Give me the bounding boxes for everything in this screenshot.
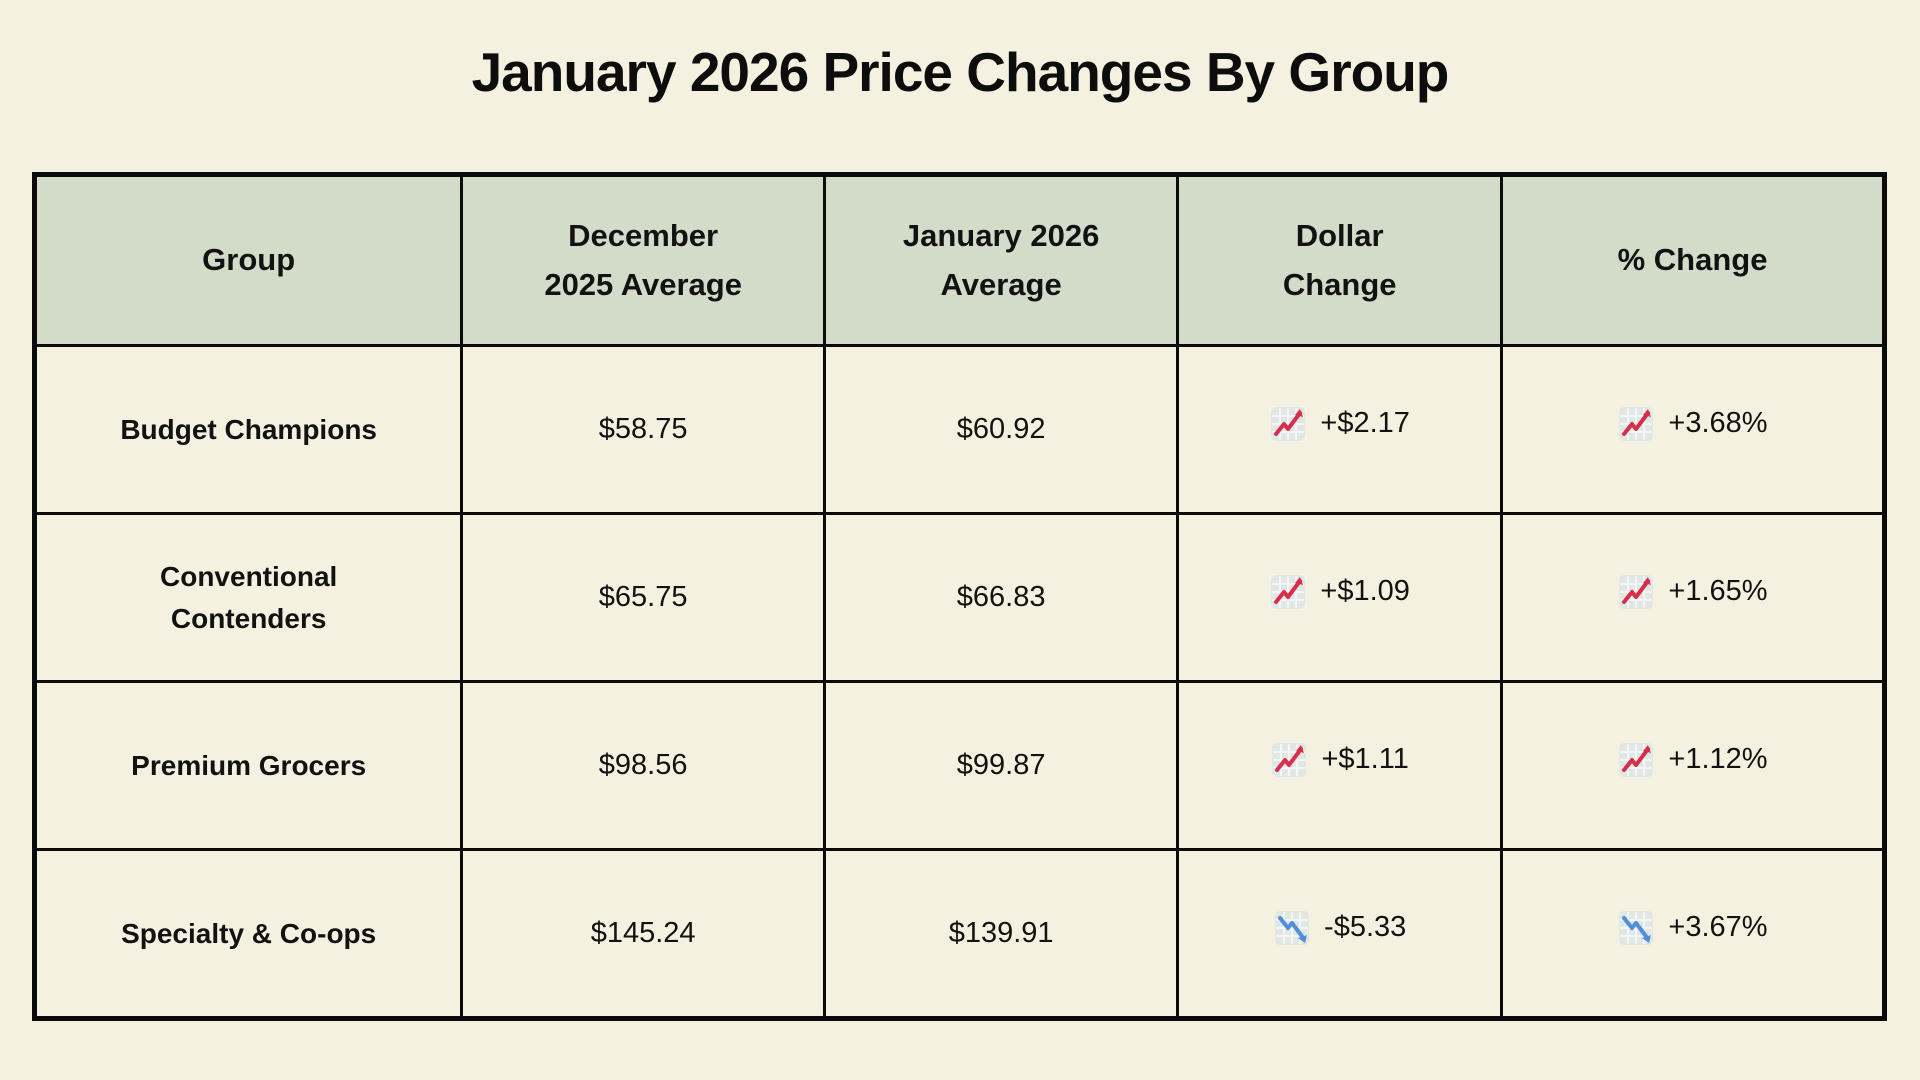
january-average-value: $99.87 xyxy=(956,748,1046,781)
header-group-label: Group xyxy=(202,242,296,278)
header-pct-change-label: % Change xyxy=(1617,242,1768,278)
header-december-average-label: December 2025 Average xyxy=(544,218,742,302)
pct-change-cell: +1.65% xyxy=(1500,512,1886,683)
header-group: Group xyxy=(32,173,464,347)
december-average-cell: $65.75 xyxy=(460,512,826,683)
group-label: Premium Grocers xyxy=(131,749,367,781)
january-average-cell: $99.87 xyxy=(822,680,1180,851)
pct-change-value: +1.12% xyxy=(1668,743,1768,776)
header-dollar-change: Dollar Change xyxy=(1176,173,1504,347)
table-row: Specialty & Co-ops $145.24 $139.91 -$5.3… xyxy=(32,848,1886,1020)
chart-increasing-icon xyxy=(1617,405,1655,443)
december-average-value: $58.75 xyxy=(598,412,688,445)
group-cell: Conventional Contenders xyxy=(32,512,464,683)
table-row: Premium Grocers $98.56 $99.87 +$1.11 +1.… xyxy=(32,680,1886,851)
dollar-change-cell: +$1.11 xyxy=(1176,680,1504,851)
dollar-change-cell: +$2.17 xyxy=(1176,344,1504,515)
december-average-cell: $145.24 xyxy=(460,848,826,1020)
header-january-average-label: January 2026 Average xyxy=(902,218,1100,302)
january-average-cell: $60.92 xyxy=(822,344,1180,515)
dollar-change-value: -$5.33 xyxy=(1324,911,1407,944)
pct-change-value: +3.67% xyxy=(1668,911,1768,944)
group-label: Conventional Contenders xyxy=(160,560,338,634)
december-average-value: $65.75 xyxy=(598,580,688,613)
chart-decreasing-icon xyxy=(1617,909,1655,947)
header-pct-change: % Change xyxy=(1500,173,1886,347)
january-average-value: $139.91 xyxy=(948,916,1054,949)
pct-change-cell: +3.67% xyxy=(1500,848,1886,1020)
dollar-change-cell: +$1.09 xyxy=(1176,512,1504,683)
dollar-change-value: +$2.17 xyxy=(1320,407,1410,440)
january-average-value: $66.83 xyxy=(956,580,1046,613)
dollar-change-cell: -$5.33 xyxy=(1176,848,1504,1020)
chart-increasing-icon xyxy=(1269,573,1307,611)
chart-decreasing-icon xyxy=(1273,909,1311,947)
dollar-change-value: +$1.11 xyxy=(1321,743,1409,776)
january-average-cell: $139.91 xyxy=(822,848,1180,1020)
page-title: January 2026 Price Changes By Group xyxy=(471,41,1450,103)
december-average-cell: $58.75 xyxy=(460,344,826,515)
chart-increasing-icon xyxy=(1270,741,1308,779)
group-label: Budget Champions xyxy=(120,413,377,445)
table-row: Budget Champions $58.75 $60.92 +$2.17 +3… xyxy=(32,344,1886,515)
pct-change-value: +1.65% xyxy=(1668,575,1768,608)
pct-change-value: +3.68% xyxy=(1668,407,1768,440)
december-average-value: $145.24 xyxy=(590,916,696,949)
header-january-average: January 2026 Average xyxy=(822,173,1180,347)
dollar-change-value: +$1.09 xyxy=(1320,575,1410,608)
group-cell: Premium Grocers xyxy=(32,680,464,851)
table-row: Conventional Contenders $65.75 $66.83 +$… xyxy=(32,512,1886,683)
chart-increasing-icon xyxy=(1269,405,1307,443)
chart-increasing-icon xyxy=(1617,573,1655,611)
december-average-cell: $98.56 xyxy=(460,680,826,851)
january-average-cell: $66.83 xyxy=(822,512,1180,683)
group-cell: Specialty & Co-ops xyxy=(32,848,464,1020)
header-dollar-change-label: Dollar Change xyxy=(1282,218,1397,302)
pct-change-cell: +3.68% xyxy=(1500,344,1886,515)
header-row: Group December 2025 Average January 2026… xyxy=(32,173,1886,347)
chart-increasing-icon xyxy=(1617,741,1655,779)
header-december-average: December 2025 Average xyxy=(460,173,826,347)
group-cell: Budget Champions xyxy=(32,344,464,515)
january-average-value: $60.92 xyxy=(956,412,1046,445)
pct-change-cell: +1.12% xyxy=(1500,680,1886,851)
price-changes-table: Group December 2025 Average January 2026… xyxy=(32,172,1887,1021)
group-label: Specialty & Co-ops xyxy=(121,917,377,949)
december-average-value: $98.56 xyxy=(598,748,688,781)
